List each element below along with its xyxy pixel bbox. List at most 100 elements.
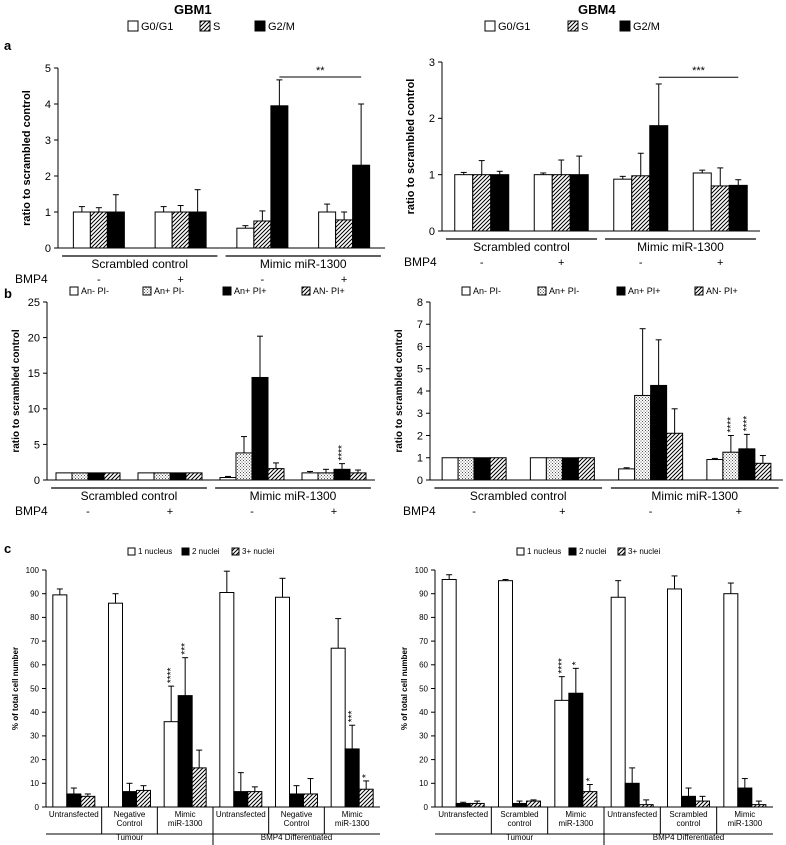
chart-panel-b-gbm4: An- PI- An+ PI- An+ PI+ AN- PI+ 0 1 2 3 4 5 6 7 8 rat… xyxy=(390,283,786,518)
x-tick-label: Untransfected xyxy=(438,810,488,819)
significance-label: **** xyxy=(557,658,568,674)
chart-svg: An- PI- An+ PI- An+ PI+ AN- PI+ 0 1 2 3 4 5 6 7 8 rat… xyxy=(394,286,783,518)
chart-panel-a-gbm1: G0/G1 S G2/M 0 1 2 3 4 5 ratio to scrambled contr… xyxy=(0,15,390,286)
bar xyxy=(533,174,553,232)
x-tick-label: Scrambled control xyxy=(500,810,538,828)
y-tick-label: 90 xyxy=(419,590,428,599)
bar xyxy=(275,596,290,808)
bar xyxy=(441,457,459,481)
significance-label: **** xyxy=(742,416,753,432)
x-tick-label: Scrambled control xyxy=(669,810,707,828)
bar xyxy=(681,795,696,808)
x-tick-label: - xyxy=(639,257,643,269)
legend-label: G2/M xyxy=(633,21,660,33)
chart-panel-c-gbm1: 1 nucleus 2 nuclei 3+ nuclei 0 10 20 30 40 50 60 7… xyxy=(0,543,390,845)
legend-label: 1 nucleus xyxy=(138,547,172,556)
bar xyxy=(737,787,753,808)
bar xyxy=(473,457,491,481)
y-tick-label: 80 xyxy=(30,613,39,622)
legend-swatch xyxy=(199,20,211,32)
y-tick-label: 10 xyxy=(419,779,428,788)
bar xyxy=(55,472,73,481)
bar xyxy=(457,457,475,481)
legend-swatch xyxy=(222,286,232,296)
panel-letter-a: a xyxy=(4,38,12,53)
legend-swatch xyxy=(616,286,626,296)
y-axis-label: ratio to scrambled control xyxy=(21,90,33,226)
legend-label: 3+ nuclei xyxy=(628,547,660,556)
bar xyxy=(728,184,748,232)
x-tick-label: - xyxy=(649,506,653,518)
legend-label: 3+ nuclei xyxy=(242,547,274,556)
row-label: BMP4 xyxy=(403,504,436,518)
chart-svg: 1 nucleus 2 nuclei 3+ nuclei 0 10 20 30 40 50 60 7… xyxy=(400,547,773,845)
bar xyxy=(301,472,319,481)
bar xyxy=(103,472,121,481)
bar xyxy=(352,164,371,249)
significance-label: * xyxy=(361,774,372,778)
y-tick-label: 0 xyxy=(429,226,435,238)
significance-label: * xyxy=(571,661,582,665)
chart-svg: An- PI- An+ PI- An+ PI+ AN- PI+ 0 5 10 15 20 25 ra… xyxy=(11,286,375,518)
x-tick-label: Negative Control xyxy=(281,810,313,828)
significance-label: *** xyxy=(347,710,358,722)
bar xyxy=(568,692,584,808)
x-tick-label: Mimic miR-1300 xyxy=(727,810,762,828)
bar xyxy=(582,791,598,808)
bar xyxy=(472,174,492,232)
x-tick-label: + xyxy=(717,257,723,269)
legend-label: An+ PI- xyxy=(549,286,579,296)
column-title-gbm1: GBM1 xyxy=(174,2,212,17)
chart-svg: 1 nucleus 2 nuclei 3+ nuclei 0 10 20 30 40 50 60 7… xyxy=(11,547,380,845)
group-label: BMP4 Differentiated xyxy=(261,833,332,842)
panel-letter-b: b xyxy=(4,286,12,301)
y-tick-label: 3 xyxy=(45,135,51,147)
y-tick-label: 10 xyxy=(30,779,39,788)
row-label: BMP4 xyxy=(404,255,437,269)
bar xyxy=(667,588,682,808)
bar xyxy=(529,457,547,481)
group-label: Scrambled control xyxy=(91,257,188,271)
legend-label: An- PI- xyxy=(473,286,501,296)
y-axis-label: ratio to scrambled control xyxy=(405,79,417,215)
x-tick-label: + xyxy=(331,506,337,518)
bar xyxy=(163,721,179,808)
y-tick-label: 70 xyxy=(419,637,428,646)
y-tick-label: 90 xyxy=(30,590,39,599)
bar xyxy=(71,472,89,481)
y-tick-label: 25 xyxy=(28,297,40,309)
chart-panel-a-gbm4: G0/G1 S G2/M 0 1 2 3 ratio to scrambled control… xyxy=(390,15,786,275)
y-tick-label: 0 xyxy=(35,803,40,812)
y-tick-label: 4 xyxy=(417,386,423,398)
bar xyxy=(317,472,335,481)
bar xyxy=(136,789,151,808)
legend-label: S xyxy=(213,21,220,33)
bar xyxy=(80,795,96,808)
bar xyxy=(490,174,510,232)
legend-swatch xyxy=(127,20,139,32)
y-tick-label: 0 xyxy=(34,475,40,487)
bar xyxy=(270,105,289,249)
significance-label: ** xyxy=(316,65,325,77)
column-title-gbm4: GBM4 xyxy=(578,2,616,17)
x-tick-label: + xyxy=(559,506,565,518)
significance-label: **** xyxy=(337,445,348,461)
x-tick-label: Mimic miR-1300 xyxy=(558,810,593,828)
significance-label: *** xyxy=(180,643,191,655)
legend-label: G0/G1 xyxy=(498,21,530,33)
y-tick-label: 5 xyxy=(34,439,40,451)
x-tick-label: - xyxy=(261,274,265,286)
bar xyxy=(89,211,108,249)
y-tick-label: 5 xyxy=(45,63,51,75)
legend-swatch xyxy=(617,547,626,556)
legend-label: G2/M xyxy=(268,21,295,33)
y-axis-label: ratio to scrambled control xyxy=(394,329,405,453)
bar xyxy=(333,468,351,481)
bar xyxy=(344,748,360,808)
bar xyxy=(512,802,527,808)
significance-label: **** xyxy=(726,417,737,433)
bar xyxy=(108,602,123,808)
x-tick-label: Untransfected xyxy=(49,810,99,819)
y-tick-label: 10 xyxy=(28,404,40,416)
legend-swatch xyxy=(301,286,311,296)
